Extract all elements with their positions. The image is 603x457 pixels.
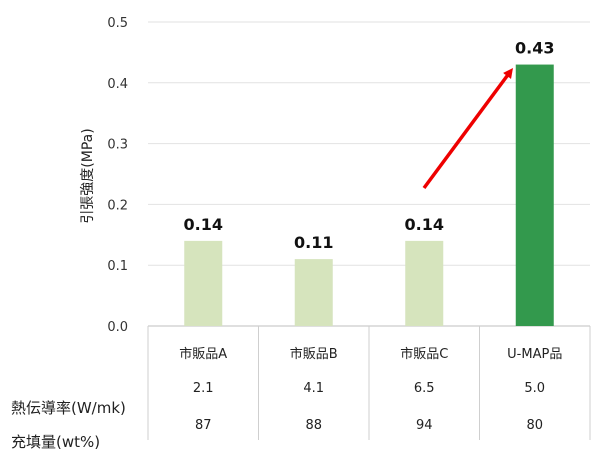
- data-labels: 0.14 0.11 0.14 0.43: [184, 39, 555, 253]
- table-cell: 2.1: [193, 381, 214, 396]
- data-label: 0.43: [515, 39, 554, 58]
- table-cell: 5.0: [524, 381, 545, 396]
- y-tick-label: 0.1: [107, 259, 128, 274]
- bars: [184, 64, 554, 326]
- y-tick-label: 0.0: [107, 320, 128, 335]
- bar: [184, 240, 223, 326]
- category-label: 市販品B: [290, 346, 338, 362]
- table-cell: 94: [416, 418, 433, 433]
- y-tick-labels: 0.0 0.1 0.2 0.3 0.4 0.5: [107, 16, 128, 335]
- table-cell: 80: [526, 418, 543, 433]
- category-label: 市販品C: [400, 346, 448, 362]
- table-cell: 87: [195, 418, 212, 433]
- data-label: 0.14: [405, 215, 444, 234]
- bar: [294, 259, 333, 326]
- y-axis-label: 引張強度(MPa): [80, 128, 96, 223]
- bar: [405, 240, 444, 326]
- data-label: 0.14: [184, 215, 223, 234]
- y-tick-label: 0.4: [107, 77, 128, 92]
- table-cell: 6.5: [414, 381, 435, 396]
- y-tick-label: 0.3: [107, 138, 128, 153]
- table-row-title: 熱伝導率(W/mk): [11, 399, 126, 417]
- category-label: 市販品A: [179, 346, 227, 362]
- y-tick-label: 0.2: [107, 198, 128, 213]
- bar: [515, 64, 554, 326]
- y-tick-label: 0.5: [107, 16, 128, 31]
- category-label: U-MAP品: [507, 347, 562, 362]
- table-row-title: 充填量(wt%): [11, 433, 100, 451]
- table-cell: 4.1: [303, 381, 324, 396]
- table-cell: 88: [305, 418, 322, 433]
- data-label: 0.11: [294, 233, 333, 252]
- trend-arrow: [422, 67, 513, 190]
